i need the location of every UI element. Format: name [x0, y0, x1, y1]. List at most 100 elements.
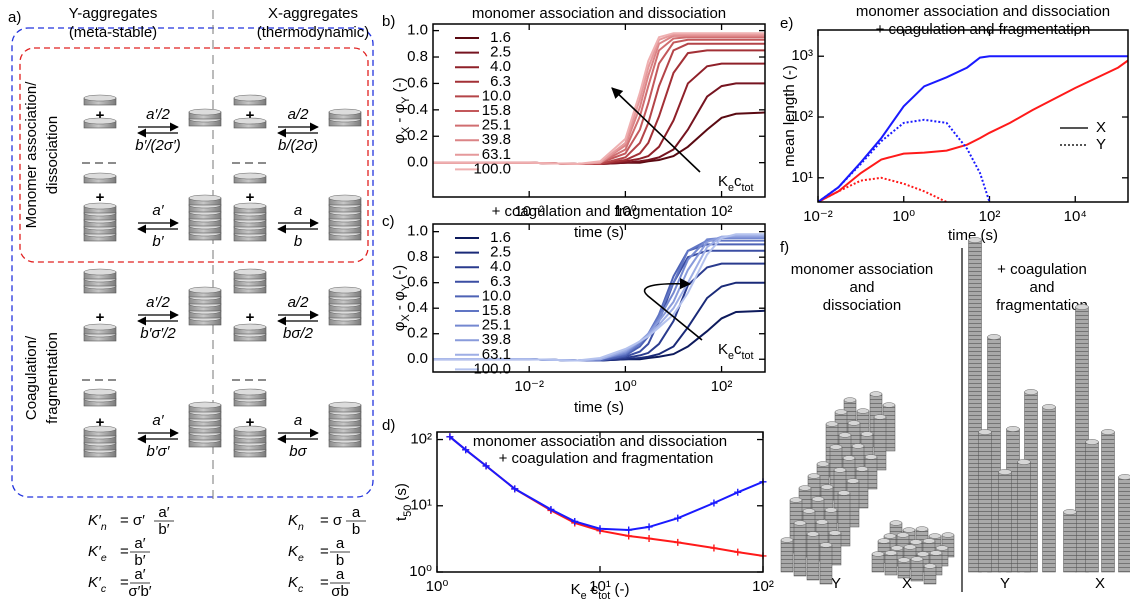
stack-side [819, 544, 833, 585]
disc-top [233, 94, 267, 102]
legend-label: 25.1 [482, 317, 511, 334]
stack-top [860, 431, 874, 437]
rate-backward: bσ [289, 443, 307, 460]
point-marker [482, 462, 490, 470]
y-tick-label: 10⁰ [409, 563, 432, 580]
stack-top [929, 550, 943, 556]
equation-k-symbol: K′ [88, 512, 102, 529]
legend-label: 6.3 [490, 273, 511, 290]
stack-top [802, 508, 816, 514]
stack-top [909, 539, 923, 545]
equation-k: Ke [288, 543, 304, 564]
y-axis-label-part: - φ [391, 291, 408, 314]
equation-k: Kn [288, 512, 304, 533]
stack-top [780, 537, 794, 543]
y-axis-label-part: 50 [402, 505, 414, 517]
x-tick-label: 10⁰ [426, 578, 449, 595]
y-tick-label: 10² [410, 431, 432, 448]
point-marker [625, 526, 633, 534]
disc-top [188, 194, 222, 202]
stack-top [1006, 426, 1020, 432]
stack-top [897, 557, 911, 563]
stack-top [1024, 389, 1038, 395]
panel-label: e) [780, 15, 793, 32]
stack-top [846, 478, 860, 484]
stack-side [884, 552, 898, 576]
y-axis-label-part: Y [400, 96, 412, 103]
stack-top [902, 527, 916, 533]
stack-side [910, 558, 924, 582]
y-axis-label: mean length (-) [781, 65, 798, 167]
plus-sign: + [246, 189, 255, 206]
fraction-denominator: σb [331, 583, 349, 599]
stack-side [1085, 441, 1099, 573]
stack-top [869, 391, 883, 397]
rate-backward: bσ/2 [283, 325, 314, 342]
stack-top [883, 533, 897, 539]
plot-frame [817, 29, 1129, 203]
stack-top [1118, 474, 1130, 480]
fraction-numerator: a′ [134, 535, 145, 552]
stack-side [978, 431, 992, 573]
x-axis-label-part: c [587, 581, 599, 598]
chart-title: monomer association and dissociation [856, 3, 1110, 20]
stack-side [1101, 431, 1115, 573]
stack-top [935, 545, 949, 551]
legend-label: 2.5 [490, 44, 511, 61]
equation-rhs: = [320, 543, 329, 560]
equation-k-sub: c [101, 583, 107, 595]
stack-top [941, 532, 955, 538]
equation-k-sub: c [298, 583, 304, 595]
chart: 10⁰ 10¹ 10² 10⁰ 10¹ 10² monomer association an… [382, 417, 774, 599]
y-axis-label-part: X [400, 127, 412, 134]
stack-top [807, 473, 821, 479]
legend-label: 10.0 [482, 87, 511, 104]
fraction-denominator: b [336, 552, 344, 569]
stack-top [968, 237, 982, 243]
legend-label: 15.8 [482, 102, 511, 119]
fraction-numerator: a′ [134, 566, 145, 583]
stack-top [829, 444, 843, 450]
stack-top [1101, 429, 1115, 435]
plot-frame [436, 431, 764, 573]
x-tick-label: 10⁰ [614, 203, 637, 220]
point-marker [625, 532, 633, 540]
annotation: Kectot [718, 341, 754, 362]
legend-label: X [1096, 119, 1106, 136]
stack-top [882, 402, 896, 408]
legend-label: 2.5 [490, 244, 511, 261]
annotation-part: c [734, 341, 742, 358]
column-title: Y-aggregates [69, 5, 158, 22]
disc-top [83, 268, 117, 276]
x-axis-label: Ke ctot (-) [571, 581, 630, 599]
legend-label: 6.3 [490, 73, 511, 90]
legend-label: 39.8 [482, 331, 511, 348]
stack-top [871, 551, 885, 557]
legend-label: 63.1 [482, 146, 511, 163]
y-tick-label: 0.0 [407, 154, 428, 171]
x-axis-label: time (s) [574, 399, 624, 416]
stack-top [824, 507, 838, 513]
stack-side [1118, 476, 1130, 573]
x-tick-label: 10² [711, 378, 733, 395]
series-line [818, 59, 1128, 202]
x-tick-label: 10¹ [589, 578, 611, 595]
y-tick-label: 0.4 [407, 101, 428, 118]
stack-top [838, 432, 852, 438]
y-tick-label: 10² [791, 108, 813, 125]
point-marker [596, 525, 604, 533]
y-tick-label: 0.6 [407, 74, 428, 91]
rate-backward: b′ [152, 233, 164, 250]
rate-backward: b/(2σ) [278, 137, 318, 154]
equation-k: K′e [88, 543, 107, 564]
stack-side [806, 533, 820, 581]
y-tick-label: 1.0 [407, 223, 428, 240]
fraction-denominator: b′ [158, 521, 169, 538]
legend-label: 63.1 [482, 346, 511, 363]
point-marker [547, 505, 555, 513]
rate-backward: b′σ′ [146, 443, 170, 460]
rate-forward: a′ [152, 412, 164, 429]
disc-top [233, 425, 267, 433]
